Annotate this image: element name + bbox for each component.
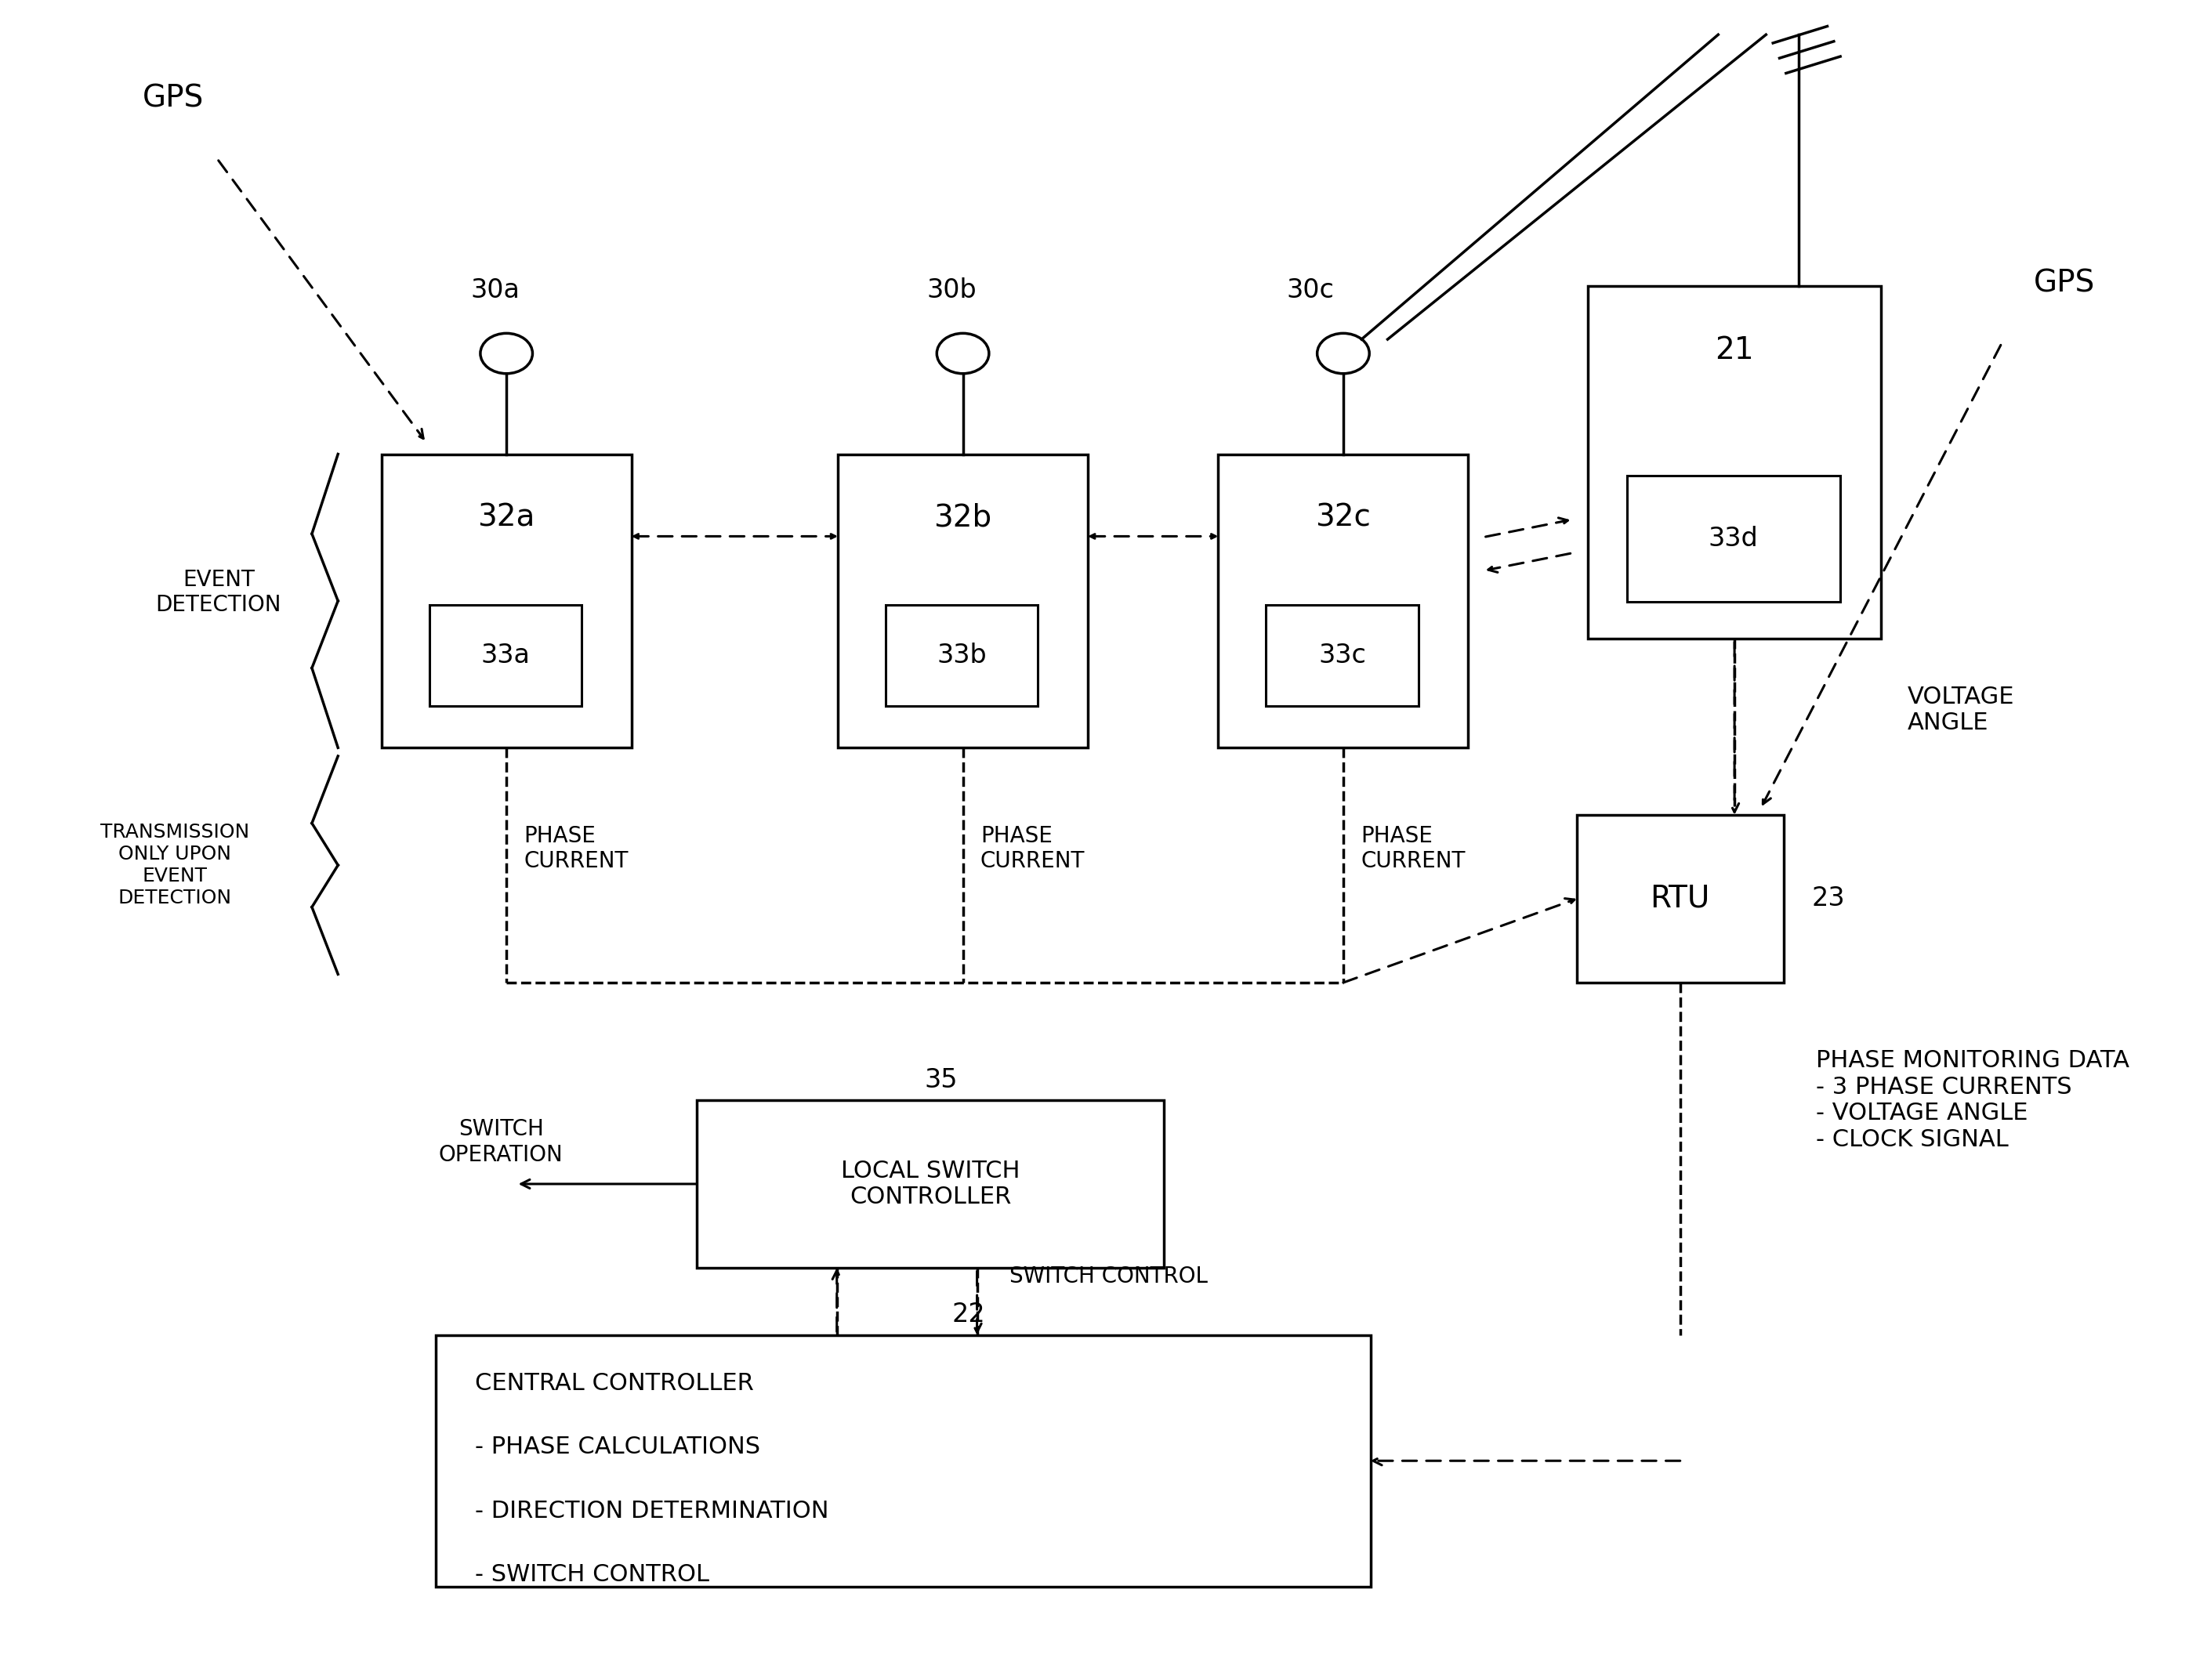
Text: 30a: 30a [470,277,521,302]
Text: 32a: 32a [477,502,534,533]
Text: CENTRAL CONTROLLER: CENTRAL CONTROLLER [475,1373,755,1394]
Text: SWITCH
OPERATION: SWITCH OPERATION [439,1119,563,1166]
Text: 23: 23 [1812,885,1845,912]
Text: LOCAL SWITCH
CONTROLLER: LOCAL SWITCH CONTROLLER [841,1159,1020,1208]
Text: 21: 21 [1715,336,1755,365]
Text: GPS: GPS [143,84,203,113]
Text: PHASE MONITORING DATA
- 3 PHASE CURRENTS
- VOLTAGE ANGLE
- CLOCK SIGNAL: PHASE MONITORING DATA - 3 PHASE CURRENTS… [1816,1050,2130,1151]
Text: EVENT
DETECTION: EVENT DETECTION [154,570,280,617]
Text: PHASE
CURRENT: PHASE CURRENT [523,825,629,872]
Text: 33a: 33a [481,642,530,669]
Text: PHASE
CURRENT: PHASE CURRENT [1362,825,1465,872]
Bar [1587,286,1880,638]
Bar [430,605,580,706]
Text: - DIRECTION DETERMINATION: - DIRECTION DETERMINATION [475,1499,830,1522]
Bar [1267,605,1419,706]
Text: 22: 22 [951,1302,984,1327]
Text: 30c: 30c [1287,277,1335,302]
Text: 32b: 32b [934,502,991,533]
Bar [1627,475,1841,601]
Bar [435,1336,1371,1586]
Text: 30b: 30b [927,277,978,302]
Text: RTU: RTU [1651,884,1710,914]
Bar [382,454,631,748]
Text: 33d: 33d [1708,526,1759,551]
Text: TRANSMISSION
ONLY UPON
EVENT
DETECTION: TRANSMISSION ONLY UPON EVENT DETECTION [102,823,249,907]
Text: 32c: 32c [1315,502,1371,533]
Bar [839,454,1088,748]
Text: 35: 35 [925,1067,958,1094]
Text: PHASE
CURRENT: PHASE CURRENT [980,825,1086,872]
Text: 33c: 33c [1318,642,1366,669]
Text: VOLTAGE
ANGLE: VOLTAGE ANGLE [1907,685,2015,734]
Text: - SWITCH CONTROL: - SWITCH CONTROL [475,1562,708,1586]
Text: 33b: 33b [936,642,987,669]
Bar [885,605,1037,706]
Text: SWITCH CONTROL: SWITCH CONTROL [1009,1265,1207,1287]
Text: - PHASE CALCULATIONS: - PHASE CALCULATIONS [475,1436,759,1458]
Text: GPS: GPS [2033,269,2094,297]
Bar [1578,815,1783,983]
Bar [697,1100,1163,1268]
Bar [1218,454,1468,748]
